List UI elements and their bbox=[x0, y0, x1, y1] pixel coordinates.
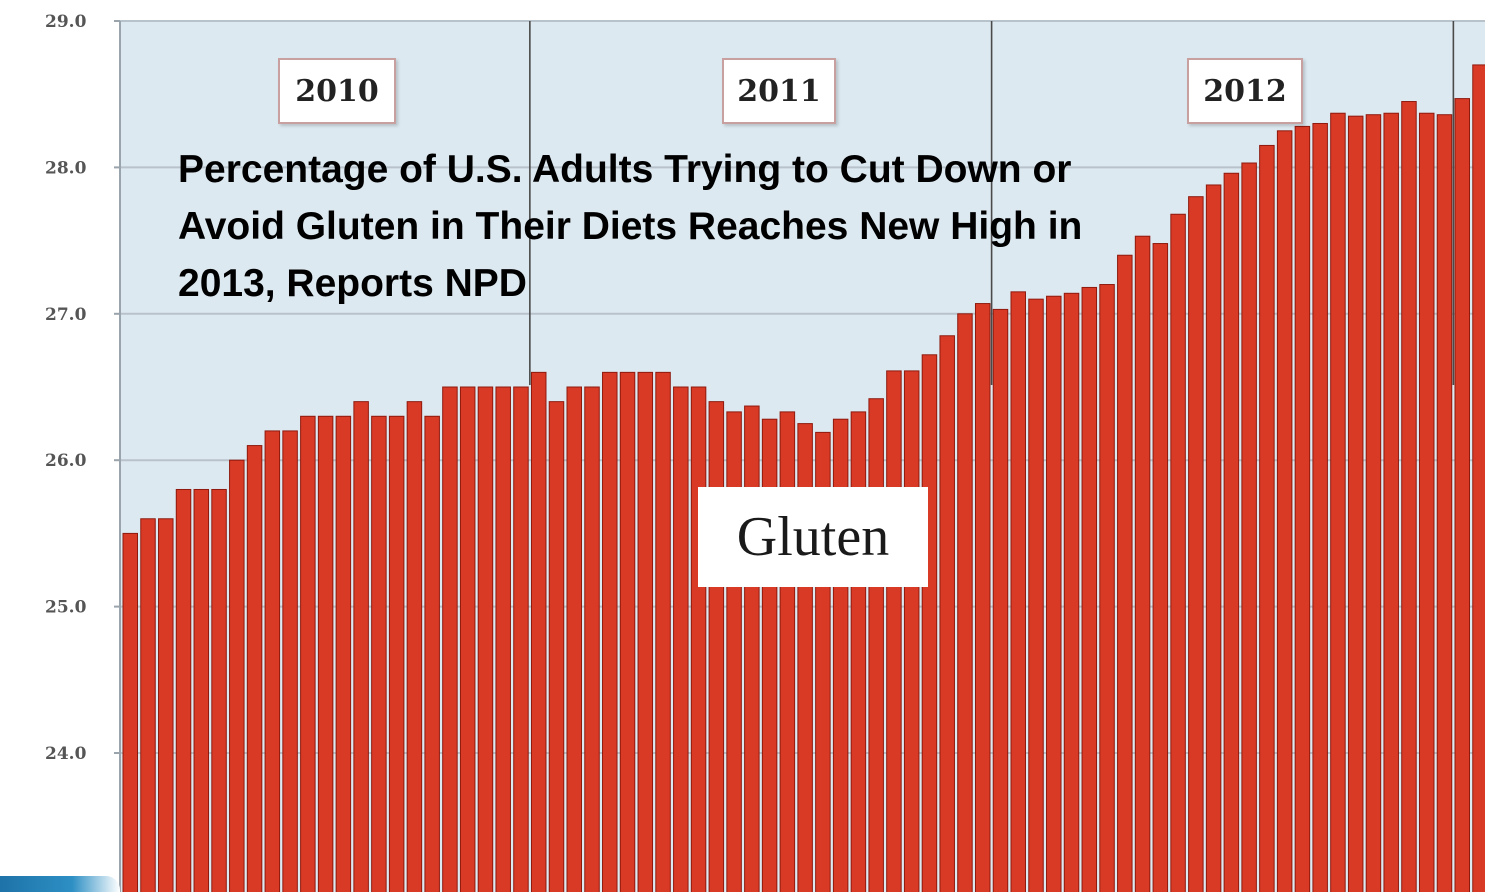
bar bbox=[903, 370, 920, 892]
bar bbox=[1241, 162, 1257, 892]
bar bbox=[566, 386, 582, 892]
bar bbox=[637, 371, 654, 892]
bar bbox=[690, 386, 707, 892]
bar bbox=[1099, 284, 1115, 892]
y-tick-label: 25.0 bbox=[45, 598, 87, 618]
year-dividers bbox=[529, 21, 1455, 385]
bar bbox=[1418, 112, 1435, 892]
bar bbox=[602, 371, 618, 892]
bar bbox=[246, 445, 263, 892]
bar bbox=[495, 386, 511, 892]
bar bbox=[1028, 298, 1044, 892]
headline-title: Percentage of U.S. Adults Trying to Cut … bbox=[178, 148, 1083, 305]
bar bbox=[939, 335, 955, 892]
bar bbox=[335, 415, 352, 892]
bar bbox=[921, 354, 938, 892]
bar bbox=[513, 386, 529, 892]
bar bbox=[1259, 144, 1275, 892]
bar bbox=[1046, 295, 1062, 892]
bar bbox=[1454, 98, 1470, 892]
bar bbox=[282, 430, 298, 892]
bar bbox=[850, 411, 867, 892]
bar bbox=[530, 371, 547, 892]
bar bbox=[229, 459, 245, 892]
bar bbox=[175, 488, 192, 892]
bar bbox=[1294, 125, 1311, 892]
bar bbox=[548, 401, 565, 892]
bar bbox=[1081, 286, 1098, 892]
bar bbox=[619, 371, 636, 892]
bar bbox=[1330, 112, 1346, 892]
year-label-2011: 2011 bbox=[722, 58, 836, 124]
bar bbox=[1383, 112, 1399, 892]
bar bbox=[1117, 254, 1133, 892]
bar bbox=[1010, 291, 1026, 892]
bar bbox=[264, 430, 281, 892]
bar bbox=[1134, 235, 1151, 892]
bar bbox=[779, 411, 796, 892]
y-axis: 24.0 25.0 26.0 27.0 28.0 29.0 bbox=[45, 12, 121, 892]
y-tick-label: 26.0 bbox=[45, 451, 87, 471]
y-tick-label: 27.0 bbox=[45, 305, 87, 325]
bar bbox=[122, 532, 138, 892]
bar bbox=[708, 401, 725, 892]
bar bbox=[371, 415, 387, 892]
bar bbox=[477, 386, 494, 892]
bar bbox=[211, 488, 227, 892]
bar bbox=[353, 401, 369, 892]
brand-logo-fragment bbox=[0, 876, 120, 892]
bar bbox=[726, 411, 742, 892]
bar bbox=[442, 386, 458, 892]
bar bbox=[992, 308, 1009, 892]
series-label-gluten: Gluten bbox=[698, 487, 928, 587]
bar bbox=[655, 371, 671, 892]
bar bbox=[1347, 115, 1364, 892]
year-label-2010: 2010 bbox=[278, 58, 396, 124]
bar bbox=[1223, 172, 1240, 892]
bar bbox=[193, 488, 210, 892]
bar bbox=[1436, 114, 1453, 892]
bar bbox=[388, 415, 405, 892]
bar bbox=[317, 415, 334, 892]
bar bbox=[424, 415, 440, 892]
bar bbox=[406, 401, 423, 892]
bar bbox=[1063, 292, 1080, 892]
bar bbox=[957, 313, 973, 892]
bar bbox=[673, 386, 689, 892]
bar bbox=[1276, 130, 1293, 892]
bar bbox=[1152, 243, 1169, 892]
bar bbox=[744, 405, 760, 892]
bar bbox=[1401, 101, 1417, 892]
bar bbox=[868, 398, 884, 892]
y-tick-label: 28.0 bbox=[45, 158, 87, 178]
bar bbox=[1170, 213, 1186, 892]
bar bbox=[459, 386, 476, 892]
y-tick-label: 29.0 bbox=[45, 12, 87, 32]
bar bbox=[584, 386, 600, 892]
bar bbox=[1205, 184, 1222, 892]
y-tick-label: 24.0 bbox=[45, 744, 87, 764]
bar bbox=[300, 415, 316, 892]
bar bbox=[1365, 114, 1382, 892]
year-label-2012: 2012 bbox=[1187, 58, 1303, 124]
bar bbox=[974, 303, 991, 892]
bar bbox=[140, 518, 156, 892]
bar bbox=[1188, 196, 1204, 892]
bar bbox=[158, 518, 174, 892]
bar bbox=[1472, 64, 1485, 892]
bar bbox=[886, 370, 902, 892]
bar bbox=[1312, 122, 1328, 892]
